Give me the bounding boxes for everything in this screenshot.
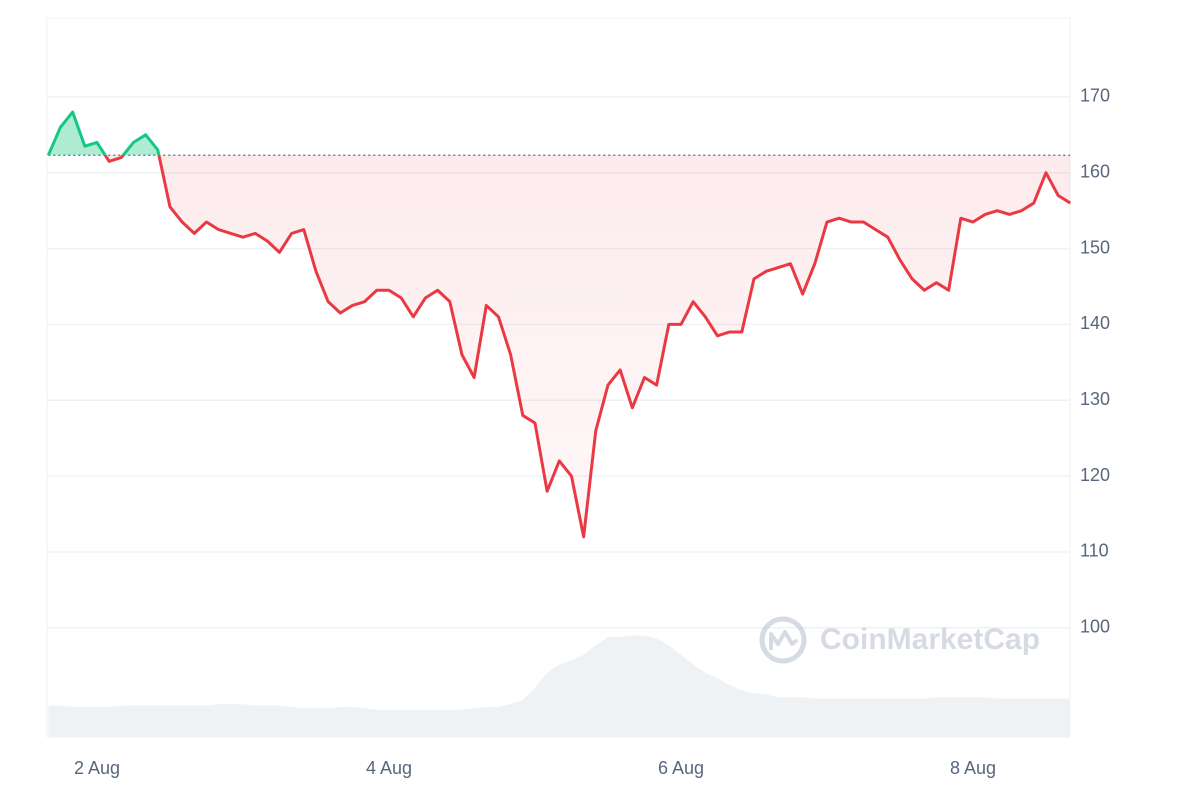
y-tick-label: 100 xyxy=(1080,617,1110,637)
watermark: CoinMarketCap xyxy=(820,623,1040,656)
axes-layer: 100 110 120 130 140 150 160 170 2 Aug 4 Aug 6 Aug 8… xyxy=(74,86,1110,778)
x-tick-label: 4 Aug xyxy=(366,758,412,778)
volume-area xyxy=(48,635,1071,737)
x-tick-label: 8 Aug xyxy=(950,758,996,778)
y-tick-label: 140 xyxy=(1080,313,1110,333)
y-tick-label: 130 xyxy=(1080,389,1110,409)
y-tick-label: 120 xyxy=(1080,465,1110,485)
y-tick-label: 170 xyxy=(1080,86,1110,106)
watermark-logo-mark xyxy=(769,630,799,650)
y-tick-label: 150 xyxy=(1080,237,1110,257)
watermark-layer: CoinMarketCap xyxy=(759,616,1040,664)
y-tick-label: 160 xyxy=(1080,161,1110,181)
x-tick-label: 2 Aug xyxy=(74,758,120,778)
volume-layer xyxy=(48,635,1071,737)
x-tick-label: 6 Aug xyxy=(658,758,704,778)
price-area xyxy=(48,112,1071,537)
y-tick-label: 110 xyxy=(1080,541,1109,561)
watermark-logo xyxy=(759,616,807,664)
price-line xyxy=(46,110,1072,539)
data-layer xyxy=(46,110,1072,539)
